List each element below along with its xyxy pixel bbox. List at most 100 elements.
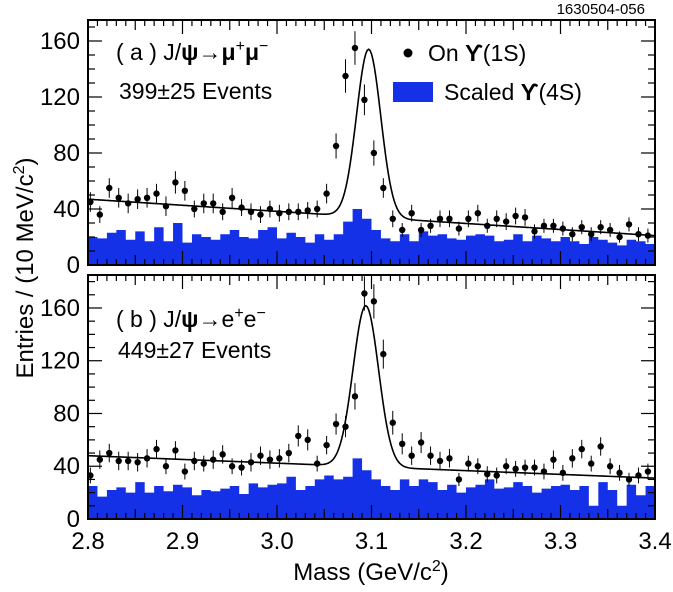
data-marker [606,463,614,470]
legend: On ϒ(1S) Scaled ϒ(4S) [393,40,582,105]
panel-a-data-point [531,224,538,239]
x-axis-title: Mass (GeV/c2) [293,558,449,586]
panel-a-data-point [200,193,207,214]
panel-b-data-point [436,451,444,471]
panel-b-data-point [106,443,113,463]
legend-swatch-scaled [393,82,433,102]
panel-b-data-point [276,449,283,468]
panel-b-data-point [191,451,198,471]
panel-b-data-point [446,449,453,468]
data-marker [616,469,623,477]
data-marker [455,225,463,232]
data-marker [493,472,500,479]
panel-a-data-point [238,199,245,216]
panel-b-data-point [181,463,189,480]
panel-a-data-point [247,203,255,221]
data-marker [285,208,293,215]
panel-a-data-points [87,31,652,243]
panel-a-event-count: 399±25 Events [119,78,272,104]
data-marker [512,465,519,473]
panel-b-background-histogram [88,458,655,519]
panel-a-data-point [399,223,406,237]
data-marker [162,463,170,470]
legend-marker-on [403,48,413,58]
data-marker [455,476,463,483]
data-marker [578,445,585,453]
panel-a-data-point [266,200,274,218]
y-tick-label: 160 [40,28,80,55]
data-marker [417,226,425,234]
panel-a-data-point [512,207,519,225]
data-marker [276,455,283,462]
panel-a-data-point [455,221,463,236]
data-marker [644,468,652,475]
data-marker [219,208,226,215]
panel-b-event-count: 449±27 Events [118,337,271,363]
data-marker [446,455,453,462]
panel-a-data-point [427,218,434,233]
data-marker [124,457,132,465]
panel-a-data-point [389,210,396,228]
x-tick-label: 3.4 [638,528,671,555]
y-tick-label: 80 [53,140,80,167]
panel-b-data-point [625,472,633,487]
panel-a-frame [87,19,656,266]
data-marker [96,211,104,218]
y-tick-label: 160 [40,295,80,322]
data-marker [569,231,576,238]
panel-a-data-point [295,203,302,221]
data-marker [266,205,274,213]
data-marker [417,439,425,446]
panel-a-data-point [181,181,189,201]
panel-a-data-point [124,193,132,214]
data-marker [313,205,321,213]
panel-b-data-point [408,446,415,465]
data-marker [191,457,198,465]
panel-a-data-point [313,200,321,218]
data-marker [540,468,548,475]
data-marker [200,200,207,207]
data-marker [304,436,311,444]
y-tick-label: 0 [67,252,80,279]
data-marker [625,221,633,228]
data-marker [380,184,387,192]
data-marker [635,231,642,238]
panel-a-data-point [285,203,293,221]
data-marker [247,459,255,466]
panel-a-data-point [304,202,311,219]
panel-a-data-point [540,218,548,233]
data-marker [616,233,623,241]
y-tick-label: 40 [53,196,80,223]
panel-b-data-point [540,463,548,480]
y-tick-label: 120 [40,84,80,111]
data-marker [342,72,349,80]
panel-b-data-point [247,453,255,472]
data-marker [399,226,406,234]
panel-a-data-point [635,227,642,242]
data-marker [332,142,340,150]
legend-label-scaled: Scaled ϒ(4S) [444,79,582,105]
data-marker [512,212,519,220]
y-tick-label: 120 [40,348,80,375]
panel-a-data-point [417,223,425,237]
panel-a-data-point [446,210,453,228]
panel-b-data-point [124,451,132,471]
panel-a-data-point [550,218,557,233]
data-marker [228,463,236,470]
data-marker [521,214,529,221]
data-marker [446,215,453,222]
panel-a-data-point [597,220,604,235]
panel-b-data-point [351,383,359,410]
panel-b-data-point [606,458,614,475]
panel-b-data-point [588,455,595,472]
panel-b-data-point [200,455,207,472]
data-marker [361,290,368,297]
panel-a-data-point [162,196,170,216]
data-marker [484,222,491,229]
data-marker [285,449,293,457]
data-marker [143,194,151,201]
panel-a-data-point [625,217,633,232]
panel-a-data-point [257,206,264,223]
panel-a-data-point [172,171,179,194]
data-marker [408,210,415,217]
